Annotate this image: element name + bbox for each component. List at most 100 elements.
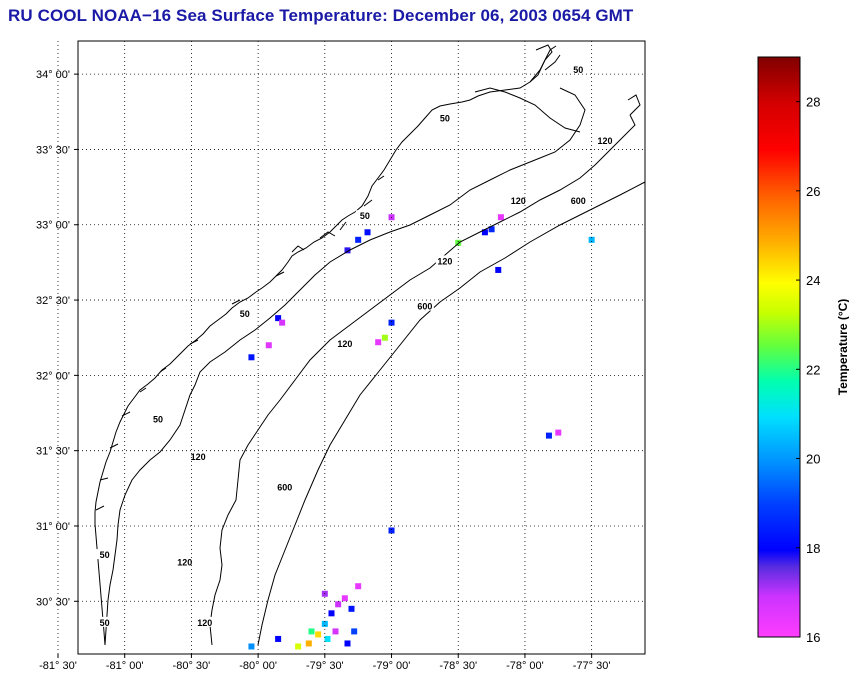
map-frame bbox=[77, 40, 646, 655]
contour-label: 50 bbox=[100, 618, 110, 628]
contour-label: 600 bbox=[277, 482, 292, 492]
contour-label-bg bbox=[149, 413, 168, 424]
sst-pixel bbox=[324, 635, 331, 642]
colorbar-tick-label: 26 bbox=[806, 184, 820, 199]
lat-tick-label: 30° 30' bbox=[36, 596, 70, 608]
sst-pixel bbox=[545, 432, 552, 439]
sst-pixel bbox=[488, 226, 495, 233]
sst-pixel bbox=[305, 640, 312, 647]
sst-pixel bbox=[495, 266, 502, 273]
lon-tick-label: -78° 00' bbox=[506, 660, 544, 672]
lat-axis: 34° 00' 33° 30' 33° 00' 32° 30' 32° 00' 31° 3… bbox=[36, 69, 78, 608]
colorbar-tick-label: 20 bbox=[806, 452, 820, 467]
lon-tick-label: -79° 00' bbox=[373, 660, 411, 672]
sst-pixel bbox=[275, 315, 282, 322]
map-title: RU COOL NOAA−16 Sea Surface Temperature:… bbox=[8, 6, 634, 25]
sst-pixel bbox=[388, 527, 395, 534]
sst-pixel bbox=[344, 247, 351, 254]
contour-label: 120 bbox=[337, 339, 352, 349]
contour-label-bg bbox=[335, 338, 354, 349]
lon-axis: -81° 30' -81° 00' -80° 30' -80° 00' -79° 30'… bbox=[39, 654, 610, 672]
colorbar-label: Temperature (°C) bbox=[836, 299, 849, 396]
sst-pixel bbox=[328, 610, 335, 617]
sst-pixel bbox=[265, 342, 272, 349]
sst-pixel bbox=[341, 595, 348, 602]
lat-tick-label: 32° 00' bbox=[36, 370, 70, 382]
contour-label: 50 bbox=[240, 309, 250, 319]
colorbar-tick-label: 22 bbox=[806, 362, 820, 377]
sst-pixel bbox=[388, 319, 395, 326]
contour-label: 600 bbox=[571, 196, 586, 206]
contour-label-bg bbox=[95, 616, 114, 627]
lat-tick-label: 32° 30' bbox=[36, 295, 70, 307]
contour-label: 120 bbox=[597, 136, 612, 146]
contour-label-bg bbox=[435, 112, 454, 123]
contour-label: 120 bbox=[177, 558, 192, 568]
sst-pixel bbox=[364, 229, 371, 236]
isobath-120 bbox=[209, 94, 641, 646]
lat-tick-label: 33° 30' bbox=[36, 144, 70, 156]
sst-pixel bbox=[375, 339, 382, 346]
lon-tick-label: -81° 00' bbox=[106, 660, 144, 672]
contour-label: 50 bbox=[440, 113, 450, 123]
lat-tick-label: 33° 00' bbox=[36, 220, 70, 232]
lon-tick-label: -77° 30' bbox=[573, 660, 611, 672]
sst-pixel bbox=[348, 605, 355, 612]
colorbar-frame bbox=[757, 56, 801, 638]
sst-pixel bbox=[275, 635, 282, 642]
contour-label-bg bbox=[415, 300, 434, 311]
contour-label: 50 bbox=[100, 550, 110, 560]
lon-tick-label: -78° 30' bbox=[439, 660, 477, 672]
sst-pixel bbox=[497, 214, 504, 221]
lon-tick-label: -81° 30' bbox=[39, 660, 77, 672]
coastline bbox=[94, 44, 561, 646]
contour-label: 120 bbox=[437, 256, 452, 266]
lon-tick-label: -80° 00' bbox=[239, 660, 277, 672]
contour-label-bg bbox=[355, 210, 374, 221]
lat-tick-label: 34° 00' bbox=[36, 69, 70, 81]
sst-pixel bbox=[455, 239, 462, 246]
lon-tick-label: -80° 30' bbox=[173, 660, 211, 672]
contour-label-bg bbox=[175, 556, 194, 567]
contour-label-bg bbox=[195, 616, 214, 627]
contour-label-bg bbox=[569, 64, 588, 75]
lon-tick-label: -79° 30' bbox=[306, 660, 344, 672]
contour-label-bg bbox=[95, 549, 114, 560]
contour-label: 50 bbox=[573, 65, 583, 75]
sst-pixel bbox=[321, 620, 328, 627]
sst-pixel bbox=[481, 229, 488, 236]
colorbar-tick-label: 18 bbox=[806, 541, 820, 556]
contour-label: 120 bbox=[191, 452, 206, 462]
sst-pixel bbox=[332, 628, 339, 635]
sst-pixel bbox=[248, 643, 255, 650]
colorbar-tick-label: 16 bbox=[806, 630, 820, 645]
isobath-50 bbox=[104, 87, 586, 646]
contour-label: 120 bbox=[511, 196, 526, 206]
contour-label-bg bbox=[189, 451, 208, 462]
colorbar-gradient bbox=[758, 57, 800, 637]
sst-pixel-layer bbox=[248, 214, 595, 650]
contour-label-bg bbox=[275, 481, 294, 492]
sst-pixel bbox=[315, 631, 322, 638]
lat-tick-label: 31° 30' bbox=[36, 446, 70, 458]
sst-pixel bbox=[555, 429, 562, 436]
sst-pixel bbox=[588, 236, 595, 243]
sst-pixel bbox=[355, 583, 362, 590]
contour-label-bg bbox=[435, 255, 454, 266]
contour-label-bg bbox=[595, 134, 614, 145]
contour-label-bg bbox=[569, 195, 588, 206]
sst-pixel bbox=[308, 628, 315, 635]
sst-pixel bbox=[335, 601, 342, 608]
sst-pixel bbox=[295, 643, 302, 650]
sst-pixel bbox=[355, 236, 362, 243]
contour-label: 120 bbox=[197, 618, 212, 628]
sst-pixel bbox=[381, 334, 388, 341]
colorbar-ticks: 16 18 20 22 24 26 28 bbox=[796, 95, 820, 645]
isobath-600 bbox=[257, 181, 646, 646]
colorbar-tick-label: 28 bbox=[806, 95, 820, 110]
sst-pixel bbox=[279, 319, 286, 326]
contour-label-layer: 50 50 120 50 120 600 120 600 50 120 50 120 600 50 120 1… bbox=[95, 64, 614, 628]
lat-tick-label: 31° 00' bbox=[36, 521, 70, 533]
